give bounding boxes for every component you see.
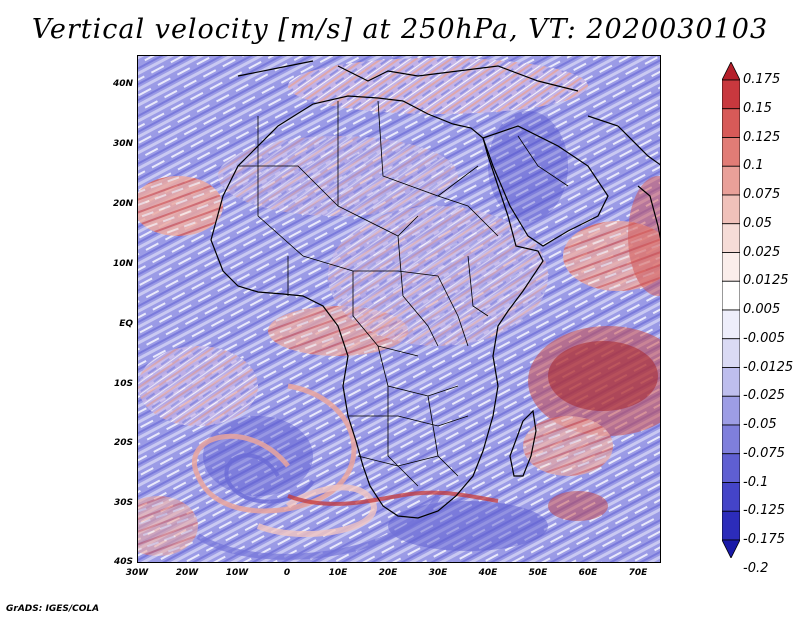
colorbar-segment: [722, 108, 740, 138]
colorbar-segment: [722, 223, 740, 253]
lon-label-0: 0: [283, 568, 291, 578]
colorbar-label: 0.05: [743, 215, 772, 231]
colorbar-label: -0.025: [743, 388, 785, 404]
lon-label-10w: 10W: [225, 568, 249, 578]
colorbar-label: 0.0125: [743, 273, 789, 289]
colorbar-label: -0.005: [743, 330, 785, 346]
velocity-map: [137, 55, 661, 563]
colorbar-segment: [722, 367, 740, 397]
colorbar-label: -0.075: [743, 445, 785, 461]
lat-label-40n: 40N: [112, 79, 133, 89]
colorbar-segment: [722, 62, 740, 81]
lat-label-40s: 40S: [113, 557, 133, 567]
lat-label-eq: EQ: [119, 319, 133, 329]
colorbar-segment: [722, 137, 740, 167]
colorbar-segment: [722, 338, 740, 368]
lat-label-30s: 30S: [113, 498, 133, 508]
colorbar-svg: [722, 62, 740, 558]
colorbar-label: 0.15: [743, 100, 772, 116]
colorbar-label: 0.125: [743, 129, 781, 145]
colorbar-segment: [722, 79, 740, 110]
colorbar-segment: [722, 280, 740, 311]
country-borders: [238, 100, 569, 487]
chart-title: Vertical velocity [m/s] at 250hPa, VT: 2…: [31, 14, 769, 45]
lon-label-30e: 30E: [428, 568, 448, 578]
map-canvas: [138, 56, 660, 562]
lat-label-10s: 10S: [113, 379, 133, 389]
colorbar-label: 0.1: [743, 158, 764, 174]
lat-label-20s: 20S: [113, 438, 133, 448]
colorbar-segment: [722, 510, 740, 541]
lon-label-70e: 70E: [628, 568, 648, 578]
lon-label-20e: 20E: [378, 568, 398, 578]
lat-label-30n: 30N: [112, 139, 133, 149]
colorbar-segment: [722, 165, 740, 196]
colorbar-label: -0.175: [743, 532, 785, 547]
colorbar: [722, 62, 740, 558]
lon-label-30w: 30W: [125, 568, 149, 578]
colorbar-label: 0.025: [743, 244, 781, 260]
colorbar-segment: [722, 482, 740, 512]
colorbar-segment: [722, 252, 740, 282]
colorbar-segment: [722, 395, 740, 426]
colorbar-segment: [722, 424, 740, 455]
lon-label-40e: 40E: [478, 568, 498, 578]
colorbar-segment: [722, 194, 740, 225]
lon-label-20w: 20W: [175, 568, 199, 578]
colorbar-label: -0.05: [743, 417, 777, 432]
colorbar-label: -0.0125: [743, 359, 794, 375]
colorbar-label: 0.175: [743, 72, 781, 87]
colorbar-segment: [722, 309, 740, 340]
colorbar-label: -0.125: [743, 503, 785, 519]
lon-label-60e: 60E: [578, 568, 598, 578]
colorbar-label: 0.005: [743, 302, 781, 317]
colorbar-label: -0.1: [743, 474, 769, 490]
credit-text: GrADS: IGES/COLA: [6, 604, 100, 614]
colorbar-label: 0.075: [743, 187, 781, 202]
coastlines: [210, 60, 660, 519]
colorbar-label: -0.2: [743, 560, 769, 576]
colorbar-segment: [722, 539, 740, 558]
colorbar-segment: [722, 453, 740, 483]
lat-label-10n: 10N: [112, 259, 133, 269]
lon-label-10e: 10E: [328, 568, 348, 578]
lat-label-20n: 20N: [112, 199, 133, 209]
lon-label-50e: 50E: [528, 568, 548, 578]
